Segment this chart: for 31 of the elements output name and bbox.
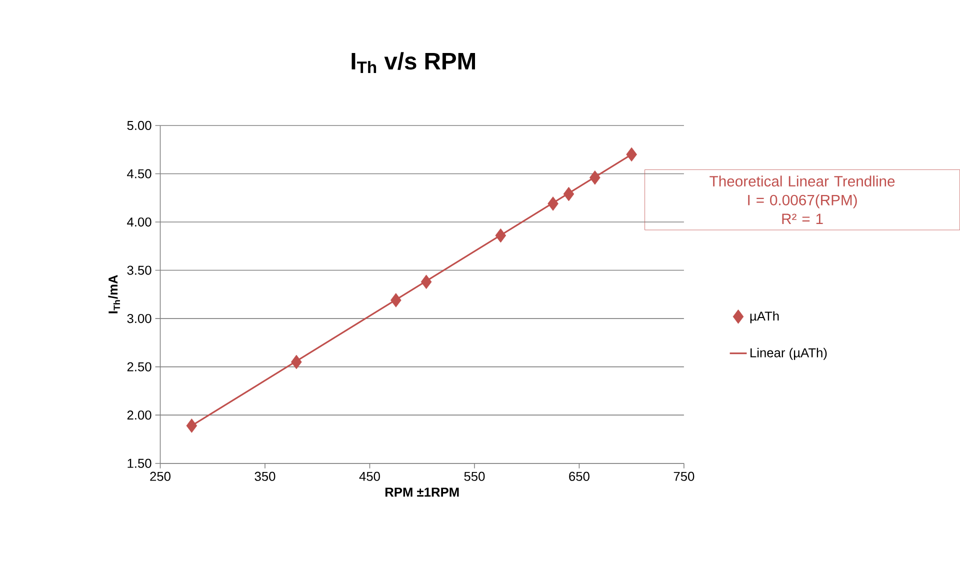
legend-label: Linear (µATh) (750, 348, 827, 360)
point (420, 274, 432, 289)
point (548, 196, 558, 211)
legend-label: µATh (750, 311, 779, 324)
text: Theoretical Linear Trendline (710, 175, 895, 186)
point (590, 170, 600, 185)
point (291, 354, 302, 369)
y-axis-title: I$_{Th}$/mA (108, 274, 120, 314)
point (390, 292, 402, 308)
y-tick-label: 2.50 (127, 362, 152, 372)
x-tick-label: 350 (254, 472, 276, 481)
y-tick-label: 3.50 (127, 266, 152, 275)
y-tick-label: 5.00 (127, 120, 152, 130)
x-tick-label: 450 (359, 472, 380, 481)
point (563, 186, 574, 202)
text: I = 0.0067(RPM) (748, 194, 857, 208)
x-tick-label: 550 (464, 472, 485, 481)
point (626, 147, 637, 162)
point (495, 228, 506, 243)
x-axis-title: RPM ±1RPM (385, 488, 459, 496)
y-tick-label: 2.00 (127, 410, 152, 420)
point (186, 418, 198, 433)
y-tick-label: 4.00 (127, 217, 152, 226)
x-tick-label: 650 (569, 472, 590, 481)
x-tick-label: 250 (150, 472, 170, 481)
x-tick-label: 750 (674, 472, 694, 481)
text: R² = 1 (782, 214, 823, 224)
y-tick-label: 1.50 (128, 458, 152, 468)
y-tick-label: 4.50 (127, 169, 152, 178)
y-tick-label: 3.00 (127, 314, 152, 323)
chart-title: I$_{Th}$ v/s RPM (352, 52, 475, 73)
